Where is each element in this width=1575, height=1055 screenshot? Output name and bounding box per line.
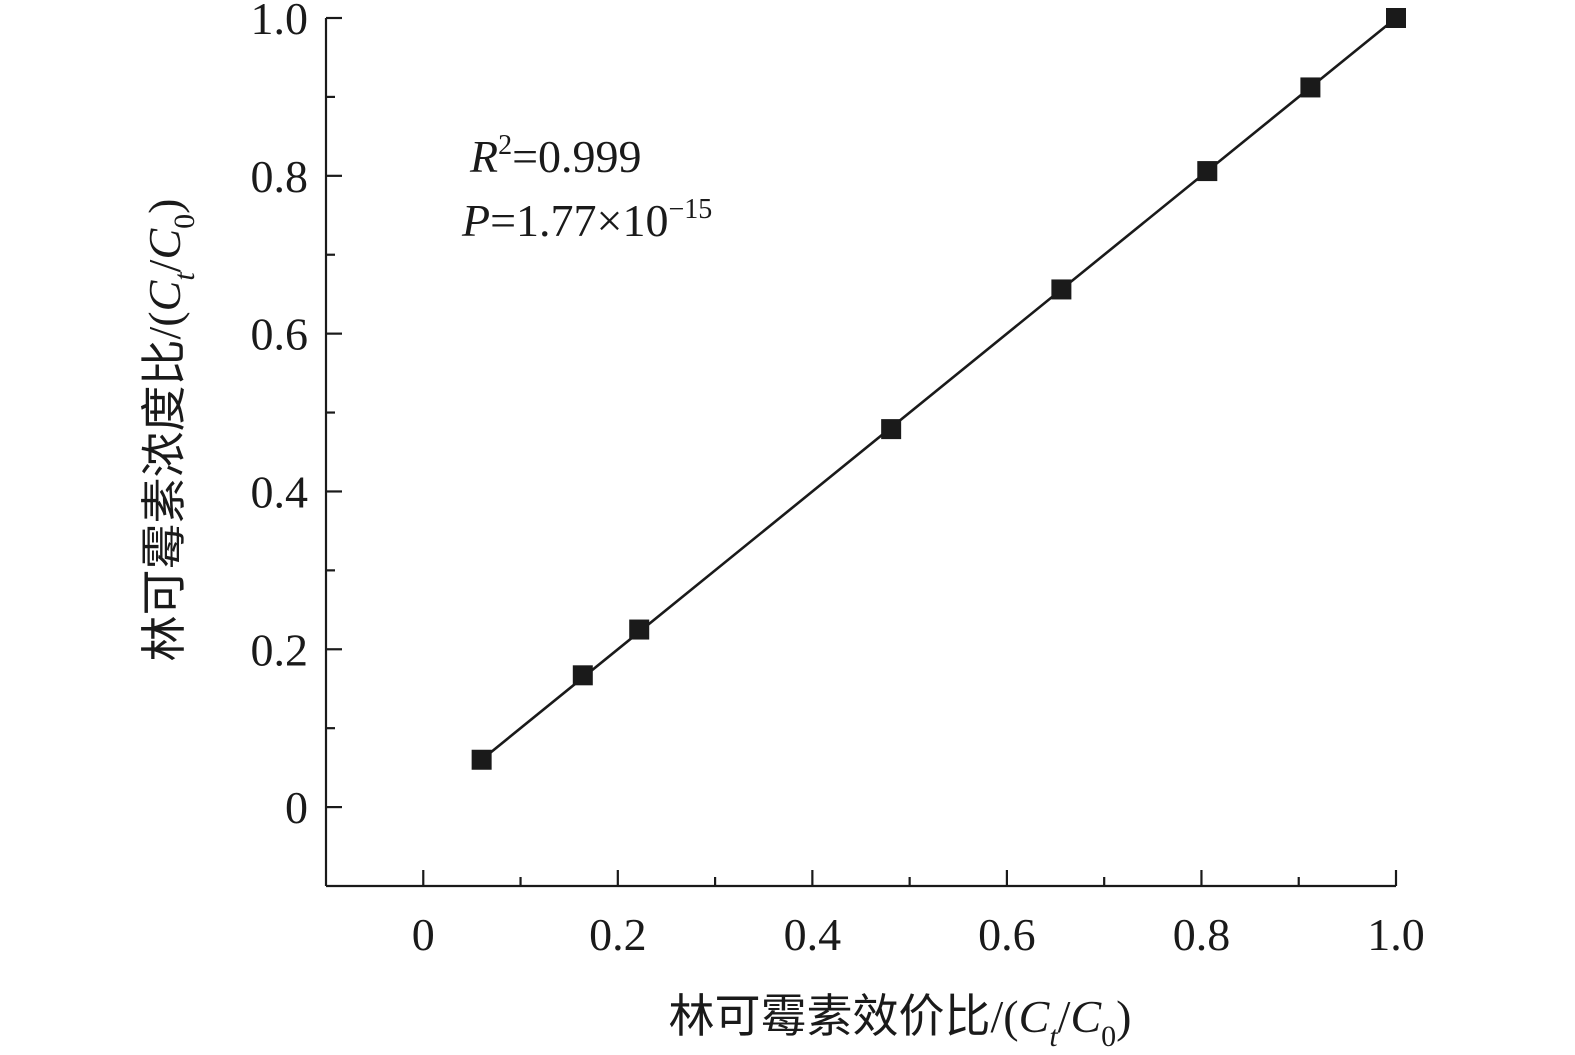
data-point [881,419,902,440]
y-axis-title-sub2: 0 [168,214,201,229]
r-squared-symbol: R [469,131,498,182]
p-value-mantissa: =1.77×10 [490,195,668,246]
axes [324,18,1396,888]
y-axis-title-var2: C [139,228,190,260]
x-axis-title-close: ) [1116,991,1131,1042]
x-tick-label: 0.8 [1173,909,1231,960]
r-squared-value: =0.999 [512,131,641,182]
y-tick-label: 0.2 [251,624,309,675]
x-tick-label: 0.2 [589,909,647,960]
y-axis-title-slash: / [139,259,190,272]
data-points [471,8,1406,770]
y-axis-title: 林可霉素浓度比/(Ct/C0) [139,199,201,662]
fit-line [480,16,1397,761]
x-tick-label: 0 [412,909,435,960]
data-point [471,749,492,770]
x-axis-title-slash: / [1058,991,1071,1042]
tick-labels: 0 0.2 0.4 0.6 0.8 1.0 0 0.2 0.4 0.6 0.8 1.0 [251,0,1425,960]
data-point [1386,8,1406,28]
x-axis-title-var2: C [1070,991,1102,1042]
y-axis-title-sub1: t [168,272,201,281]
x-tick-label: 1.0 [1367,909,1425,960]
fit-line-group [480,16,1397,761]
p-value-symbol: P [461,195,490,246]
x-axis-title-text: 林可霉素效价比/( [669,991,1019,1042]
data-point [572,665,593,686]
x-tick-label: 0.4 [784,909,842,960]
data-point [629,619,650,640]
r-squared-annotation: R2=0.999 [469,130,642,182]
p-value-exponent: −15 [669,194,713,225]
y-axis-title-text: 林可霉素浓度比/( [139,311,190,661]
r-squared-exponent: 2 [498,130,512,161]
p-value-annotation: P=1.77×10−15 [461,194,712,246]
x-axis-title: 林可霉素效价比/(Ct/C0) [669,991,1132,1053]
x-axis-title-sub1: t [1049,1020,1058,1053]
y-tick-label: 0.6 [251,309,309,360]
data-point [1197,161,1218,182]
y-axis-title-close: ) [139,199,190,214]
y-axis-title-var1: C [139,279,190,311]
y-tick-label: 0.4 [251,466,309,517]
data-point [1051,279,1072,300]
y-tick-label: 1.0 [251,0,309,44]
ticks [326,16,1398,886]
x-axis-title-sub2: 0 [1101,1020,1116,1053]
y-tick-label: 0 [285,782,308,833]
y-tick-label: 0.8 [251,151,309,202]
x-axis-title-var1: C [1019,991,1051,1042]
x-tick-label: 0.6 [978,909,1036,960]
data-point [1300,77,1321,98]
